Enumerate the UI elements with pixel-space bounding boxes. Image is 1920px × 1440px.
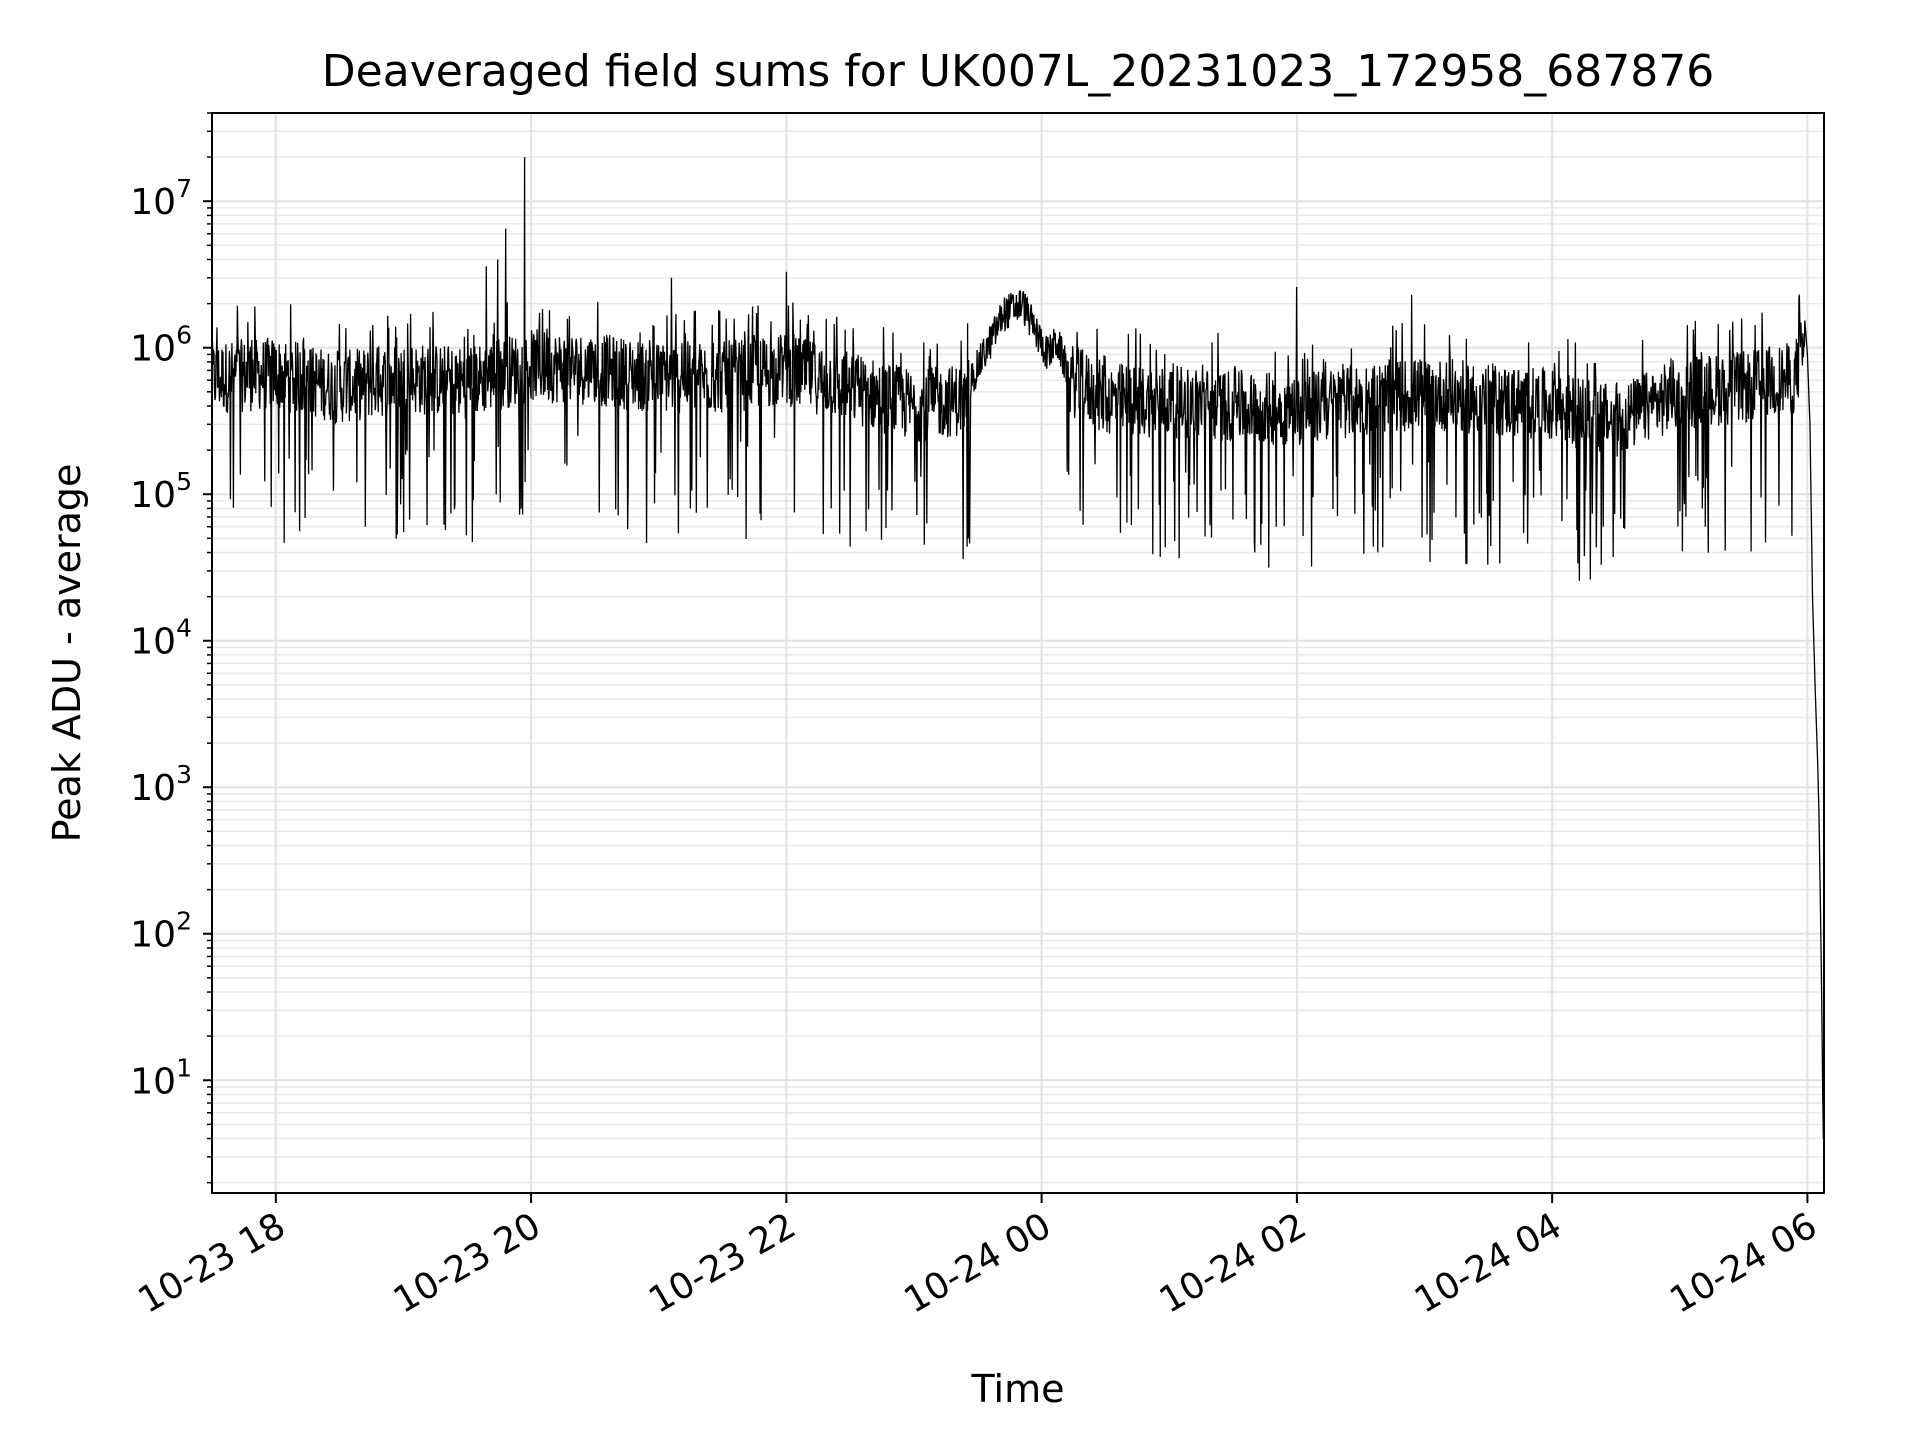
y-tick-label: 106 — [130, 321, 192, 370]
y-axis-ticks: 101 102 103 104 105 106 107 — [130, 112, 212, 1184]
plot-frame — [211, 112, 1825, 1194]
y-tick-label: 102 — [130, 907, 192, 956]
y-tick-label: 107 — [130, 174, 192, 223]
plot-series — [211, 157, 1825, 1139]
y-axis-label: Peak ADU - average — [45, 464, 89, 843]
x-axis-label: Time — [971, 1367, 1065, 1411]
y-tick-label: 104 — [130, 614, 192, 663]
series-line — [211, 157, 1825, 1139]
y-tick-label: 103 — [130, 760, 192, 809]
y-tick-label: 101 — [130, 1053, 192, 1102]
chart-title: Deaveraged field sums for UK007L_2023102… — [322, 46, 1714, 97]
y-tick-label: 105 — [130, 467, 192, 516]
